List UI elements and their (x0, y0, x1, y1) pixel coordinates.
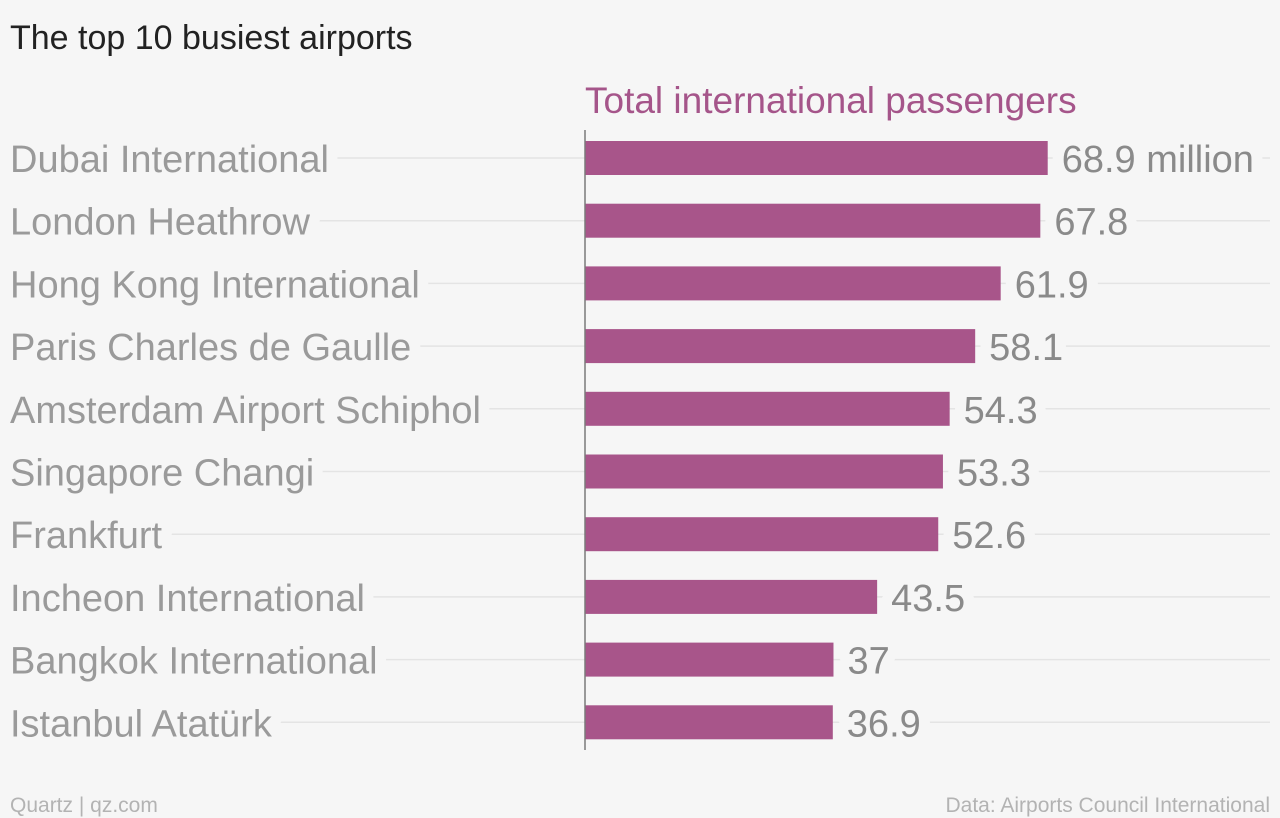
category-labels: Dubai International London Heathrow Hong K… (0, 128, 492, 756)
value-label: 67.8 (1054, 202, 1128, 244)
value-label: 61.9 (1015, 264, 1089, 306)
category-label: Incheon International (10, 578, 365, 620)
value-label: 53.3 (957, 453, 1031, 495)
value-label: 58.1 (989, 327, 1063, 369)
bars (585, 141, 1048, 740)
value-label: 68.9 million (1062, 139, 1254, 181)
footer-credit: Quartz | qz.com (10, 794, 158, 817)
value-label: 43.5 (891, 578, 965, 620)
category-label: Paris Charles de Gaulle (10, 327, 411, 369)
bar (585, 517, 939, 552)
chart-title: The top 10 busiest airports (10, 19, 413, 57)
bar (585, 705, 833, 740)
bar (585, 141, 1048, 175)
bar (585, 391, 950, 426)
category-label: Hong Kong International (10, 264, 420, 306)
bar (585, 203, 1041, 238)
value-label: 37 (847, 641, 889, 683)
bar (585, 454, 943, 489)
category-label: Istanbul Atatürk (10, 703, 273, 745)
category-label: Singapore Changi (10, 453, 314, 495)
value-label: 36.9 (847, 703, 921, 745)
category-label: Bangkok International (10, 641, 378, 683)
bar (585, 266, 1001, 301)
bar (585, 329, 976, 364)
footer-source: Data: Airports Council International (945, 794, 1270, 817)
bar (585, 642, 834, 677)
value-label: 54.3 (964, 390, 1038, 432)
bar (585, 579, 878, 614)
series-header: Total international passengers (585, 80, 1077, 121)
category-label: Frankfurt (10, 515, 162, 557)
category-label: Amsterdam Airport Schiphol (10, 390, 481, 432)
category-label: Dubai International (10, 139, 329, 181)
category-label: London Heathrow (10, 202, 311, 244)
value-label: 52.6 (952, 515, 1026, 557)
